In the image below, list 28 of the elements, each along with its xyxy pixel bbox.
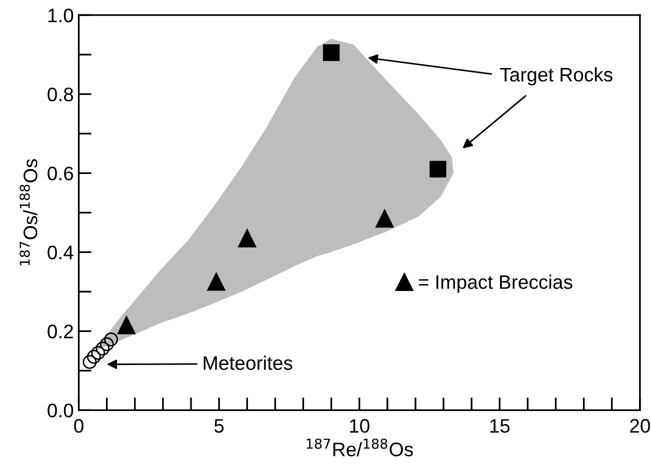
point	[117, 316, 136, 334]
point	[96, 342, 110, 356]
annotation: Target Rocks	[500, 67, 612, 86]
point	[82, 355, 97, 369]
x-axis-title: $^{187}$Re/$^{188}$Os	[306, 438, 413, 456]
x-tick-label: 15	[490, 419, 510, 433]
x-tick-label: 0	[74, 419, 84, 433]
y-tick-label: 1.0	[48, 8, 74, 22]
x-tick-label: 10	[350, 419, 370, 433]
point	[207, 272, 226, 291]
point	[104, 332, 118, 346]
point	[91, 346, 106, 360]
y-tick-label: 0.0	[48, 404, 74, 418]
point	[322, 44, 340, 61]
x-tick-label: 20	[630, 419, 650, 433]
annotation: Meteorites	[204, 356, 292, 370]
y-tick-label: 0.6	[48, 166, 74, 180]
point	[376, 210, 394, 228]
point	[86, 350, 101, 364]
point	[238, 229, 256, 248]
y-axis-title: $^{187}$Os/$^{188}$Os	[20, 159, 38, 266]
legend-label: = Impact Breccias	[418, 274, 572, 293]
y-tick-label: 0.8	[48, 88, 74, 102]
y-tick-label: 0.4	[48, 246, 74, 260]
y-tick-label: 0.2	[48, 324, 73, 338]
point	[430, 160, 446, 178]
x-tick-label: 5	[214, 419, 224, 433]
point	[100, 337, 114, 352]
